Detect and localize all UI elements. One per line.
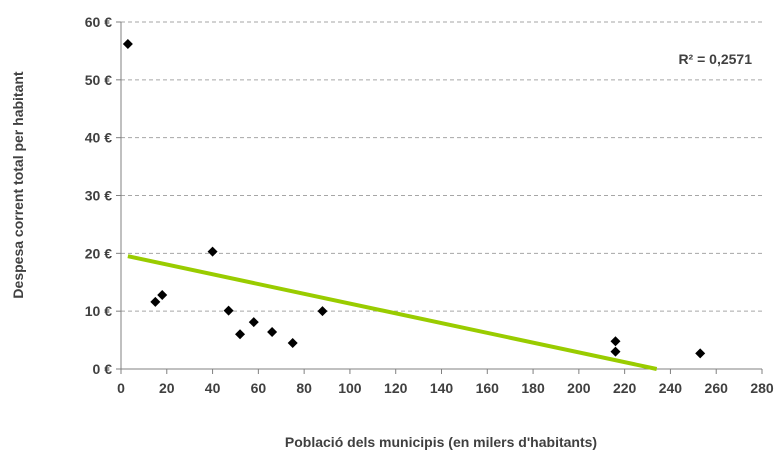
y-tick-label: 50 € — [85, 72, 112, 88]
data-point — [208, 247, 218, 257]
data-point — [610, 336, 620, 346]
y-tick-label: 20 € — [85, 245, 112, 261]
x-tick-label: 60 — [251, 380, 267, 396]
x-tick-label: 280 — [750, 380, 774, 396]
trendline — [128, 256, 657, 369]
x-tick-label: 0 — [117, 380, 125, 396]
y-tick-label: 60 € — [85, 14, 112, 30]
x-tick-label: 100 — [338, 380, 362, 396]
data-point — [235, 329, 245, 339]
x-tick-label: 80 — [296, 380, 312, 396]
x-tick-label: 240 — [659, 380, 683, 396]
x-tick-label: 20 — [159, 380, 175, 396]
data-point — [157, 290, 167, 300]
gridlines — [121, 22, 762, 311]
data-point — [150, 297, 160, 307]
trendline-group — [128, 256, 657, 369]
data-point — [695, 348, 705, 358]
data-point — [267, 327, 277, 337]
data-points — [123, 39, 705, 358]
x-axis-title: Població dels municipis (en milers d'hab… — [285, 434, 597, 450]
data-point — [224, 306, 234, 316]
x-tick-label: 200 — [567, 380, 591, 396]
x-tick-label: 160 — [476, 380, 500, 396]
x-tick-labels: 0 20 40 60 80 100 120 140 160 180 200 220 240 260 280 — [117, 380, 774, 396]
x-tick-label: 140 — [430, 380, 454, 396]
y-tick-label: 0 € — [93, 361, 113, 377]
x-tick-label: 220 — [613, 380, 637, 396]
data-point — [249, 317, 259, 327]
y-tick-label: 10 € — [85, 303, 112, 319]
x-tick-label: 40 — [205, 380, 221, 396]
y-axis-title: Despesa corrent total per habitant — [10, 71, 26, 299]
r-squared-annotation: R² = 0,2571 — [678, 51, 752, 67]
x-tick-label: 120 — [384, 380, 408, 396]
x-tick-label: 180 — [521, 380, 545, 396]
y-tick-label: 40 € — [85, 130, 112, 146]
y-tick-label: 30 € — [85, 188, 112, 204]
x-tick-label: 260 — [705, 380, 729, 396]
data-point — [123, 39, 133, 49]
data-point — [317, 306, 327, 316]
data-point — [610, 347, 620, 357]
data-point — [288, 338, 298, 348]
y-tick-labels: 0 € 10 € 20 € 30 € 40 € 50 € 60 € — [85, 14, 112, 377]
